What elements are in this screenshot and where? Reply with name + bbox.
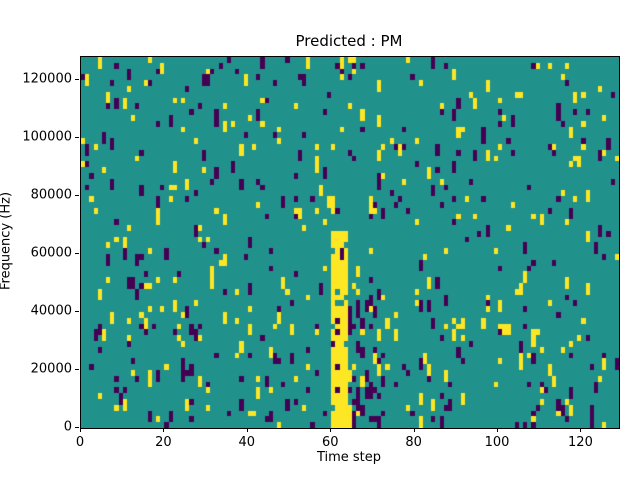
x-tick-label: 20	[155, 435, 172, 450]
y-tick-label: 20000	[30, 361, 72, 377]
x-tick-label: 0	[75, 435, 85, 450]
y-tick-label: 120000	[22, 71, 72, 87]
y-axis-label: Frequency (Hz)	[0, 191, 14, 291]
y-tick-label: 0	[63, 419, 72, 435]
x-tick-label: 100	[484, 435, 510, 450]
x-tick-mark	[580, 428, 582, 432]
y-tick-label: 60000	[30, 245, 72, 261]
x-tick-label: 40	[238, 435, 256, 450]
y-tick-mark	[75, 253, 79, 255]
x-tick-mark	[80, 428, 81, 432]
plot-area	[80, 56, 620, 429]
x-tick-mark	[330, 428, 332, 432]
x-tick-mark	[497, 428, 499, 432]
y-tick-label: 100000	[22, 129, 72, 145]
y-tick-mark	[75, 79, 79, 81]
x-axis-label: Time step	[316, 450, 382, 465]
x-tick-mark	[246, 428, 248, 432]
heatmap-canvas	[81, 57, 619, 428]
y-tick-label: 80000	[30, 187, 72, 203]
y-tick-mark	[75, 369, 79, 371]
x-tick-mark	[413, 428, 415, 432]
y-tick-mark	[75, 427, 79, 428]
chart-title: Predicted : PM	[295, 32, 403, 50]
x-tick-label: 60	[321, 435, 339, 450]
y-tick-mark	[75, 195, 79, 197]
y-tick-mark	[75, 137, 79, 139]
x-tick-label: 80	[405, 435, 422, 450]
y-tick-mark	[75, 311, 79, 313]
y-tick-label: 40000	[30, 303, 72, 319]
x-tick-label: 120	[568, 435, 593, 450]
x-tick-mark	[163, 428, 165, 432]
